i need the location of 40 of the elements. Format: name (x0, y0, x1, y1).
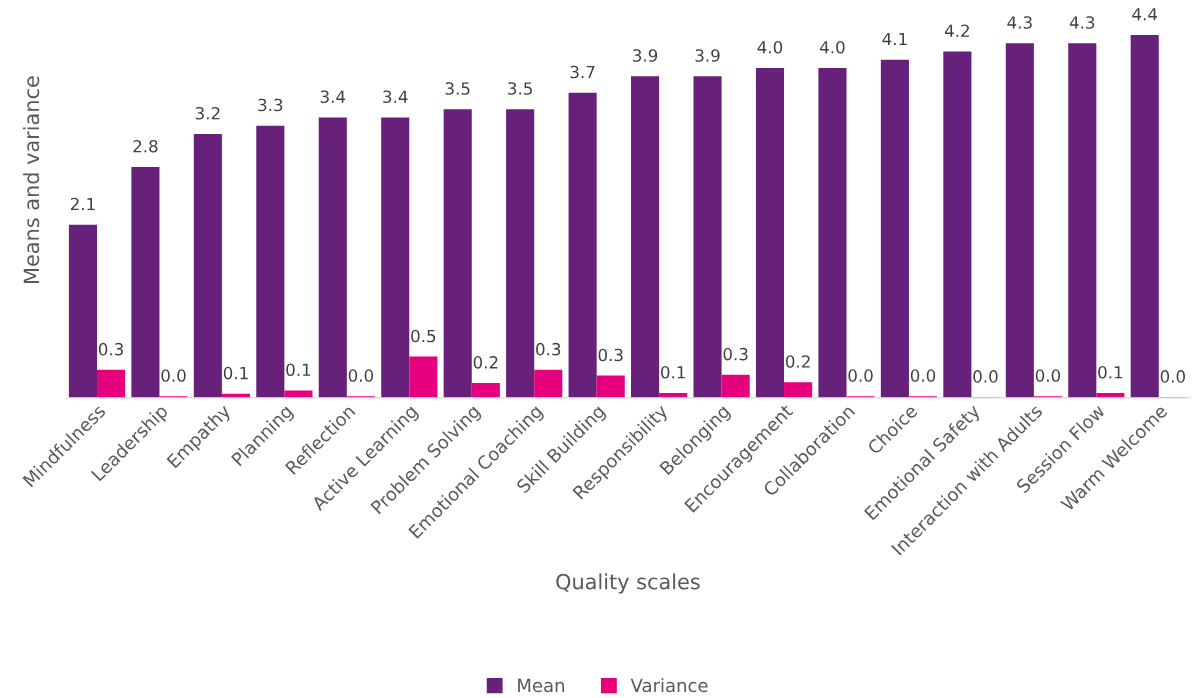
data-label: 3.5 (445, 82, 470, 95)
data-label: 4.0 (820, 40, 845, 54)
data-label: 4.3 (1007, 16, 1032, 29)
data-label: 0.2 (473, 356, 498, 369)
data-label: 0.3 (723, 347, 748, 361)
data-label: 3.2 (195, 106, 220, 120)
data-label: 4.2 (944, 24, 969, 37)
data-label: 2.1 (70, 197, 95, 211)
legend-label: Variance (630, 678, 708, 693)
data-label: 3.9 (695, 49, 720, 62)
data-label: 0.3 (98, 342, 123, 356)
data-label: 0.5 (411, 329, 436, 343)
data-label: 0.0 (1035, 369, 1061, 382)
data-label: 4.3 (1069, 16, 1095, 29)
data-label: 0.0 (848, 369, 873, 382)
data-label: 0.1 (223, 366, 248, 380)
data-label: 0.1 (1098, 365, 1123, 379)
data-label: 4.4 (1132, 8, 1158, 21)
data-label: 0.0 (161, 369, 186, 382)
y-axis-title: Means and variance (23, 76, 40, 283)
data-label: 3.7 (570, 65, 595, 79)
data-label: 3.3 (258, 98, 283, 112)
data-label: 3.9 (633, 49, 658, 62)
data-label: 0.0 (348, 369, 374, 382)
data-label: 4.1 (882, 32, 907, 46)
data-label: 0.0 (1160, 370, 1185, 383)
data-label: 4.0 (757, 40, 783, 54)
data-label: 0.1 (661, 365, 685, 379)
data-label: 0.2 (785, 355, 810, 368)
data-label: 3.5 (508, 82, 532, 95)
data-label: 0.3 (598, 348, 623, 362)
data-label: 0.1 (286, 363, 311, 377)
data-label: 0.3 (536, 342, 561, 356)
data-label: 2.8 (133, 139, 158, 153)
data-label: 0.0 (910, 369, 936, 382)
data-label: 0.0 (973, 370, 998, 383)
x-axis-title: Quality scales (556, 573, 700, 594)
legend-label: Mean (518, 678, 565, 693)
data-label: 3.4 (320, 90, 346, 104)
data-label: 3.4 (383, 90, 408, 104)
